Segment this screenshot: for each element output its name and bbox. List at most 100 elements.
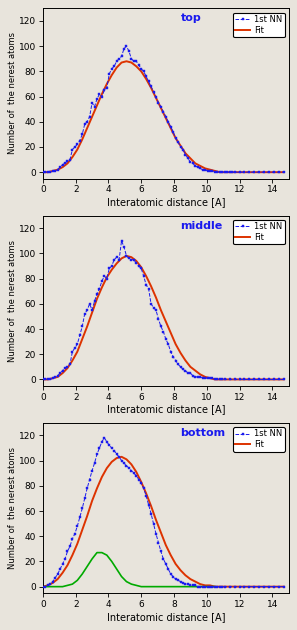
Fit (154, 94, 158, 101)
1st NN (41, 583, 45, 590)
1st NN (88, 476, 91, 483)
1st NN (216, 375, 219, 383)
Fit (120, 453, 123, 461)
Fit (223, 168, 227, 176)
1st NN (63, 159, 67, 167)
Fit (159, 529, 163, 536)
Fit (149, 502, 153, 510)
Fit (262, 375, 266, 383)
Fit (233, 375, 236, 383)
Text: middle: middle (181, 220, 223, 231)
Fit (238, 168, 241, 176)
Fit (272, 168, 276, 176)
Legend: 1st NN, Fit: 1st NN, Fit (233, 427, 285, 452)
Fit (90, 309, 94, 316)
Fit (85, 512, 89, 520)
Fit (66, 159, 69, 167)
Fit (262, 168, 266, 176)
Fit (213, 167, 217, 175)
Fit (144, 490, 148, 497)
Fit (144, 272, 148, 280)
Fit (164, 114, 168, 122)
Fit (252, 168, 256, 176)
Fit (228, 583, 231, 590)
Fit (115, 454, 119, 462)
1st NN (41, 168, 45, 176)
Fit (135, 468, 138, 476)
Fit (277, 583, 281, 590)
Fit (248, 168, 251, 176)
Line: 1st NN: 1st NN (42, 45, 285, 174)
Fit (56, 166, 59, 173)
Fit (66, 561, 69, 569)
Fit (120, 255, 123, 262)
Fit (277, 168, 281, 176)
Fit (203, 581, 207, 589)
Fit (154, 516, 158, 524)
1st NN (132, 256, 136, 263)
Fit (46, 375, 50, 383)
1st NN (154, 93, 158, 100)
Fit (233, 583, 236, 590)
Fit (252, 375, 256, 383)
Fit (100, 90, 104, 98)
Fit (243, 168, 246, 176)
Fit (208, 374, 212, 382)
X-axis label: Interatomic distance [A]: Interatomic distance [A] (107, 612, 225, 622)
Fit (213, 583, 217, 590)
Fit (257, 583, 261, 590)
Fit (179, 142, 182, 149)
Fit (41, 168, 45, 176)
1st NN (282, 168, 285, 176)
Fit (238, 583, 241, 590)
Fit (208, 581, 212, 589)
Fit (179, 566, 182, 574)
Fit (262, 583, 266, 590)
1st NN (102, 272, 106, 280)
Y-axis label: Number of  the nerest atoms: Number of the nerest atoms (8, 239, 17, 362)
Fit (129, 253, 133, 261)
X-axis label: Interatomic distance [A]: Interatomic distance [A] (107, 404, 225, 415)
Y-axis label: Number of  the nerest atoms: Number of the nerest atoms (8, 32, 17, 154)
Fit (56, 373, 59, 381)
Fit (159, 104, 163, 112)
Fit (233, 168, 236, 176)
Fit (139, 478, 143, 486)
Fit (272, 375, 276, 383)
Fit (194, 367, 197, 374)
Fit (243, 583, 246, 590)
Fit (90, 113, 94, 120)
Fit (194, 578, 197, 585)
Fit (95, 295, 99, 302)
1st NN (127, 47, 131, 55)
Fit (257, 168, 261, 176)
Fit (110, 266, 113, 273)
Fit (61, 369, 64, 377)
Fit (228, 375, 231, 383)
Line: Fit: Fit (43, 256, 284, 379)
Fit (169, 551, 173, 559)
Fit (105, 273, 109, 281)
1st NN (41, 375, 45, 383)
Fit (66, 364, 69, 372)
Fit (110, 71, 113, 79)
Fit (213, 375, 217, 383)
Fit (179, 349, 182, 357)
Line: Fit: Fit (43, 457, 284, 587)
Fit (125, 252, 128, 260)
1st NN (125, 42, 128, 50)
Fit (184, 357, 187, 364)
Fit (110, 458, 113, 466)
Fit (71, 357, 74, 364)
Text: bottom: bottom (181, 428, 226, 438)
Fit (80, 526, 84, 534)
1st NN (282, 583, 285, 590)
Fit (95, 484, 99, 492)
Fit (243, 375, 246, 383)
Fit (61, 569, 64, 576)
Fit (184, 149, 187, 157)
Fit (56, 575, 59, 583)
Fit (218, 168, 222, 176)
Fit (282, 375, 285, 383)
1st NN (149, 510, 153, 517)
